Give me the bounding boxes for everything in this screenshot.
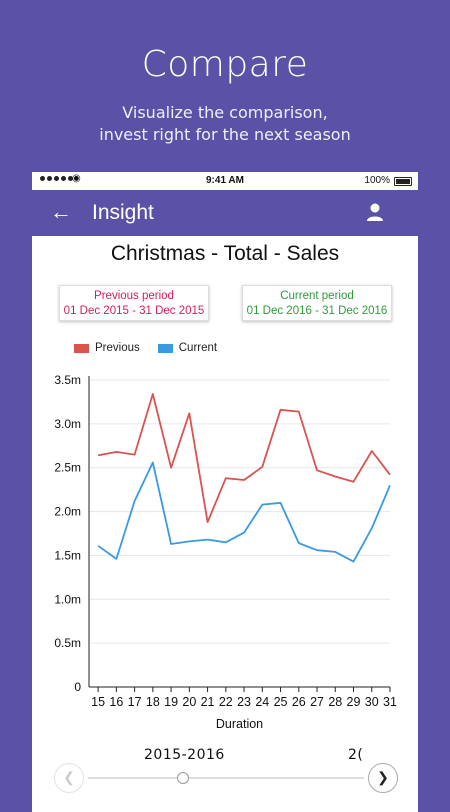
season-next-label: 2( [348,747,364,763]
wifi-icon: ◉ [72,173,81,184]
x-tick-label: 16 [109,695,123,709]
chart-legend: Previous Current [74,342,217,354]
y-tick-label: 0.5m [54,636,81,650]
x-tick-label: 19 [164,695,178,709]
x-tick-label: 26 [292,695,306,709]
x-tick-label: 22 [219,695,233,709]
legend-label-previous: Previous [95,342,140,354]
chevron-right-icon[interactable]: ❯ [368,763,398,793]
battery-label: 100% [364,175,390,186]
phone-screen: ◉ 9:41 AM 100% ← Insight Christmas - Tot… [32,172,418,812]
hero-subtitle: Visualize the comparison, invest right f… [0,102,450,146]
battery-icon [394,177,412,186]
arrow-left-icon[interactable]: ← [50,199,72,224]
legend-swatch-current [157,343,173,353]
hero-subtitle-line2: invest right for the next season [99,125,351,144]
x-tick-label: 25 [274,695,288,709]
series-line-current [97,461,391,563]
x-tick-label: 27 [310,695,324,709]
series-line-previous [97,393,391,524]
hero-title: Compare [141,44,309,85]
status-time: 9:41 AM [206,175,244,186]
app-bar: ← Insight [32,190,418,236]
x-tick-label: 20 [182,695,196,709]
y-tick-label: 2.5m [54,461,81,475]
current-period-card[interactable]: Current period 01 Dec 2016 - 31 Dec 2016 [242,285,392,321]
y-tick-label: 0 [74,680,81,694]
legend-label-current: Current [178,342,218,354]
x-tick-label: 29 [347,695,361,709]
current-period-range: 01 Dec 2016 - 31 Dec 2016 [246,305,388,317]
hero-subtitle-line1: Visualize the comparison, [122,103,328,122]
legend-swatch-previous [74,343,89,353]
previous-period-card[interactable]: Previous period 01 Dec 2015 - 31 Dec 201… [59,285,209,321]
status-bar: ◉ 9:41 AM 100% [32,172,418,190]
season-current-label: 2015-2016 [144,747,225,763]
legend-item-previous: Previous [74,342,140,354]
page-title: Insight [92,201,154,224]
current-period-label: Current period [280,290,354,302]
season-slider-track[interactable] [88,777,364,779]
y-tick-label: 2.0m [54,505,81,519]
x-tick-label: 24 [255,695,269,709]
x-tick-label: 21 [201,695,215,709]
y-tick-label: 1.5m [54,548,81,562]
x-tick-label: 23 [237,695,251,709]
x-tick-label: 18 [146,695,160,709]
y-tick-label: 1.0m [54,592,81,606]
previous-period-label: Previous period [94,290,174,302]
chart-title: Christmas - Total - Sales [110,242,340,265]
x-tick-label: 28 [328,695,342,709]
x-tick-label: 30 [365,695,379,709]
season-slider-thumb[interactable] [177,772,189,784]
line-chart: 0 0.5m 1.0m 1.5m 2.0m 2.5m 3.0m 3.5m 15 16 17 18 19 2… [54,373,397,731]
x-axis-label: Duration [216,717,263,731]
user-icon[interactable] [366,202,384,222]
signal-icon [40,176,73,181]
x-tick-label: 31 [383,695,397,709]
x-tick-label: 15 [91,695,105,709]
x-tick-label: 17 [128,695,142,709]
legend-item-current: Current [157,342,218,354]
y-tick-label: 3.0m [54,417,81,431]
previous-period-range: 01 Dec 2015 - 31 Dec 2015 [63,305,205,317]
chevron-left-icon[interactable]: ❮ [54,763,84,793]
y-tick-label: 3.5m [54,373,81,387]
